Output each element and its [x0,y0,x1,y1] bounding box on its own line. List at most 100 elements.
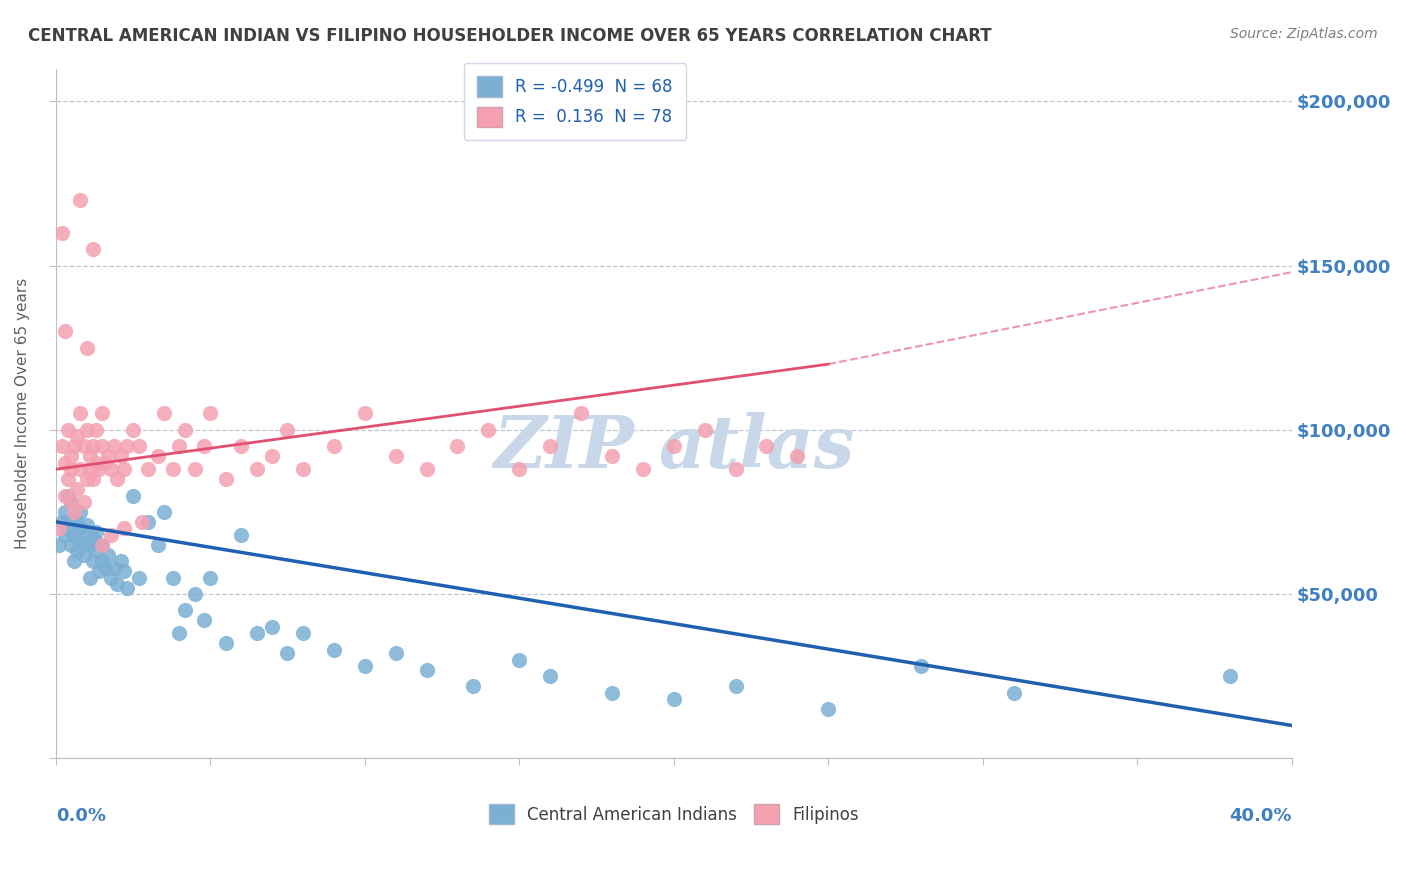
Text: 40.0%: 40.0% [1229,806,1292,824]
Point [79,571,101,585]
Point [146,449,169,463]
Point [91,406,114,420]
Point [94,456,117,470]
Point [91,538,114,552]
Point [461,679,484,693]
Point [91,538,114,552]
Point [79,538,101,552]
Point [60,495,83,509]
Point [910,659,932,673]
Point [69,462,91,476]
Point [84,423,107,437]
Point [477,423,499,437]
Point [115,581,138,595]
Point [112,462,135,476]
Point [63,505,86,519]
Point [128,571,150,585]
Point [162,462,184,476]
Point [415,663,437,677]
Point [184,587,207,601]
Point [291,462,314,476]
Point [48,538,70,552]
Point [110,449,132,463]
Point [131,515,153,529]
Point [51,226,73,240]
Point [322,643,344,657]
Point [97,548,120,562]
Point [276,423,298,437]
Point [100,528,122,542]
Point [103,439,125,453]
Point [786,449,808,463]
Point [103,561,125,575]
Point [169,626,191,640]
Text: Source: ZipAtlas.com: Source: ZipAtlas.com [1230,27,1378,41]
Point [153,505,176,519]
Point [60,538,83,552]
Point [51,515,73,529]
Point [51,439,73,453]
Point [60,511,83,525]
Point [631,462,654,476]
Point [53,528,76,542]
Point [66,531,89,545]
Point [69,505,91,519]
Point [66,482,89,496]
Point [538,439,561,453]
Point [63,528,86,542]
Point [84,524,107,539]
Point [193,439,215,453]
Point [384,646,406,660]
Point [415,462,437,476]
Point [115,439,138,453]
Point [76,341,98,355]
Point [63,439,86,453]
Point [76,423,98,437]
Point [122,423,145,437]
Point [193,613,215,627]
Point [538,669,561,683]
Point [245,462,267,476]
Text: 0.0%: 0.0% [56,806,105,824]
Point [72,548,94,562]
Point [56,521,79,535]
Point [82,439,104,453]
Point [97,449,120,463]
Point [384,449,406,463]
Point [508,462,530,476]
Point [76,518,98,533]
Point [755,439,778,453]
Point [84,456,107,470]
Point [56,489,79,503]
Point [724,679,747,693]
Point [322,439,344,453]
Point [214,636,236,650]
Point [60,495,83,509]
Point [79,449,101,463]
Point [508,653,530,667]
Point [353,659,375,673]
Point [53,505,76,519]
Point [214,472,236,486]
Point [245,626,267,640]
Point [69,193,91,207]
Point [48,521,70,535]
Point [200,406,222,420]
Point [600,449,623,463]
Point [66,429,89,443]
Point [276,646,298,660]
Point [128,439,150,453]
Point [169,439,191,453]
Text: CENTRAL AMERICAN INDIAN VS FILIPINO HOUSEHOLDER INCOME OVER 65 YEARS CORRELATION: CENTRAL AMERICAN INDIAN VS FILIPINO HOUS… [28,27,991,45]
Point [91,439,114,453]
Point [112,564,135,578]
Point [1002,685,1025,699]
Point [82,531,104,545]
Point [72,538,94,552]
Point [84,544,107,558]
Point [53,324,76,338]
Point [662,439,685,453]
Point [87,564,110,578]
Point [100,462,122,476]
Point [229,528,252,542]
